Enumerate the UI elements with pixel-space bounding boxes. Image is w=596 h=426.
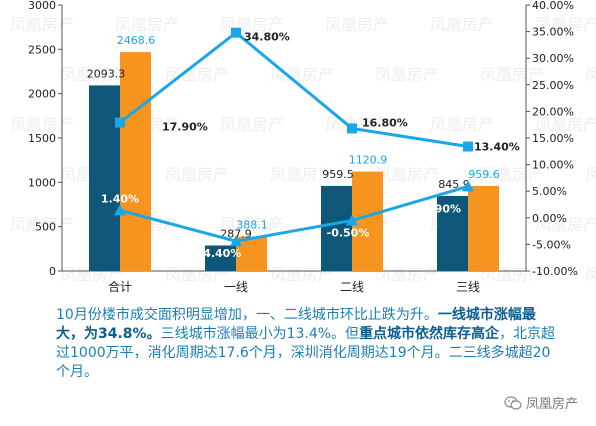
watermark-text: 凤凰房产 <box>10 215 74 234</box>
watermark-text: 凤凰房产 <box>165 165 229 184</box>
line-marker <box>115 117 125 128</box>
watermark-text: 凤凰房产 <box>480 165 544 184</box>
chart: 凤凰房产 凤凰房产 凤凰房产 凤凰房产 凤凰房产 凤凰房产 凤凰房产 凤凰房产 凤凰房产 凤凰房产… <box>10 0 596 294</box>
y-right-tick-label: -10.00% <box>532 265 578 278</box>
y-right-tick-label: 0.00% <box>532 212 567 225</box>
bar-value-label: 959.5 <box>322 168 354 181</box>
y-right-tick-label: 10.00% <box>532 159 574 172</box>
bar-value-label: 287.9 <box>220 227 252 240</box>
y-right-tick-label: 25.00% <box>532 79 574 92</box>
bar <box>120 52 151 272</box>
bar <box>468 185 499 271</box>
y-left-tick-label: 1000 <box>28 176 56 189</box>
watermark-text: 凤凰房产 <box>585 265 596 284</box>
caption-text: 10月份楼市成交面积明显增加，一、二线城市环比止跌为升。一线城市涨幅最大，为34… <box>56 306 556 382</box>
caption-part-1: 10月份楼市成交面积明显增加，一、二线城市环比止跌为升。 <box>56 307 438 323</box>
watermark-text: 凤凰房产 <box>375 165 439 184</box>
line-value-label: 17.90% <box>162 121 208 134</box>
watermark-text: 凤凰房产 <box>375 265 439 284</box>
line-value-label: -0.50% <box>327 226 370 239</box>
line-marker <box>230 235 242 247</box>
watermark-text: 凤凰房产 <box>220 215 284 234</box>
watermark-text: 凤凰房产 <box>325 15 389 34</box>
bar <box>437 195 468 271</box>
watermark-text: 凤凰房产 <box>270 165 334 184</box>
line-marker <box>346 214 358 226</box>
y-left-tick-label: 3000 <box>28 0 56 12</box>
watermark-text: 凤凰房产 <box>480 65 544 84</box>
line-marker <box>463 141 473 152</box>
bar <box>89 85 120 271</box>
bar <box>236 236 267 271</box>
watermark-text: 凤凰房产 <box>585 165 596 184</box>
line-value-label: 1.40% <box>101 192 139 205</box>
watermark-text: 凤凰房产 <box>270 265 334 284</box>
y-right-tick-label: -5.00% <box>532 238 571 251</box>
y-right-tick-label: 15.00% <box>532 132 574 145</box>
series-line <box>119 30 469 148</box>
line-value-label: -4.40% <box>199 247 242 260</box>
caption-highlight-2: 重点城市依然库存高企 <box>359 326 500 342</box>
bar <box>205 245 236 271</box>
line-value-label: 34.80% <box>244 31 290 44</box>
line-value-label: 16.80% <box>362 116 408 129</box>
watermark-text: 凤凰房产 <box>430 15 494 34</box>
caption-part-3: ，北京超过1000万平，消化周期达17.6个月，深圳消化周期达19个月。二三线多… <box>56 326 556 380</box>
bar-value-label: 2093.3 <box>87 67 126 80</box>
watermark-text: 凤凰房产 <box>535 215 596 234</box>
brand-name: 凤凰房产 <box>525 397 578 412</box>
line-value-label: 5.90% <box>423 202 461 215</box>
line-marker <box>347 123 357 134</box>
brand-logo: 凤凰房产 <box>504 393 578 412</box>
caption-highlight-1: 一线城市涨幅最大，为34.8%。 <box>56 307 536 342</box>
watermark-text: 凤凰房产 <box>270 65 334 84</box>
bar-value-label: 2468.6 <box>117 34 156 47</box>
y-left-tick-label: 2000 <box>28 88 56 101</box>
watermark-text: 凤凰房产 <box>585 65 596 84</box>
y-left-tick-label: 2500 <box>28 43 56 56</box>
wechat-icon <box>504 395 522 410</box>
watermark-text: 凤凰房产 <box>535 115 596 134</box>
y-left-tick-label: 1500 <box>28 132 56 145</box>
line-value-label: 13.40% <box>474 141 520 154</box>
x-tick-label: 三线 <box>456 280 480 294</box>
bar-value-label: 959.6 <box>468 168 500 181</box>
watermark-text: 凤凰房产 <box>10 115 74 134</box>
x-tick-label: 二线 <box>340 280 364 294</box>
watermark-text: 凤凰房产 <box>60 65 124 84</box>
x-tick-label: 一线 <box>224 280 248 294</box>
y-left-tick-label: 500 <box>35 221 56 234</box>
watermark-text: 凤凰房产 <box>535 15 596 34</box>
bar-value-label: 1120.9 <box>349 154 388 167</box>
line-marker <box>462 180 474 192</box>
watermark-text: 凤凰房产 <box>220 115 284 134</box>
watermark-text: 凤凰房产 <box>10 15 74 34</box>
y-right-tick-label: 40.00% <box>532 0 574 12</box>
watermark-text: 凤凰房产 <box>375 65 439 84</box>
x-tick-label: 合计 <box>108 279 132 294</box>
series-line <box>119 184 469 243</box>
watermark-text: 凤凰房产 <box>115 15 179 34</box>
y-left-tick-label: 0 <box>49 265 56 278</box>
bar <box>352 171 383 271</box>
watermark-text: 凤凰房产 <box>165 65 229 84</box>
y-right-tick-label: 5.00% <box>532 185 567 198</box>
y-right-tick-label: 35.00% <box>532 26 574 39</box>
bar <box>321 185 352 271</box>
line-marker <box>231 27 241 38</box>
line-marker <box>114 204 126 216</box>
bar-value-label: 388.1 <box>236 219 268 232</box>
y-right-tick-label: 30.00% <box>532 52 574 65</box>
y-right-tick-label: 20.00% <box>532 105 574 118</box>
watermark-text: 凤凰房产 <box>430 115 494 134</box>
caption-part-2: 三线城市涨幅最小为13.4%。但 <box>160 326 360 342</box>
